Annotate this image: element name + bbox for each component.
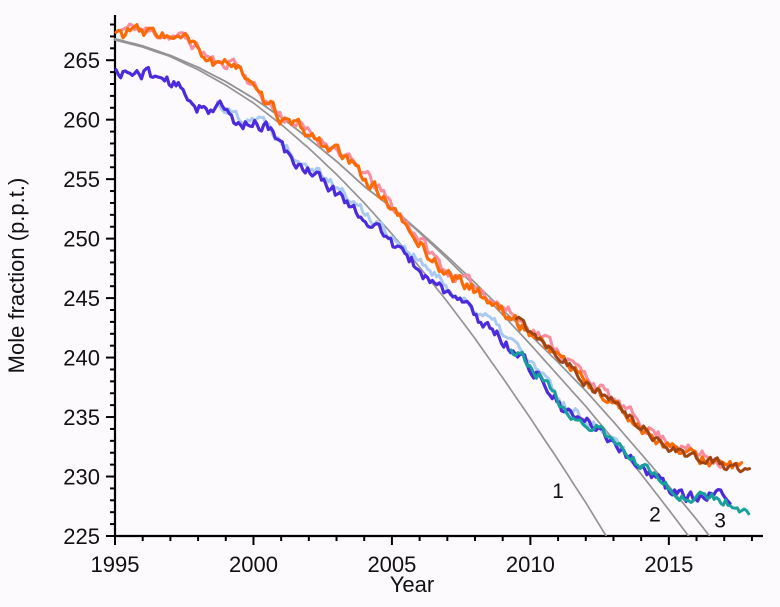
data-series xyxy=(114,22,752,536)
projection-label-2: 2 xyxy=(649,504,661,527)
y-tick-label: 235 xyxy=(63,405,100,430)
y-tick-label: 265 xyxy=(63,48,100,73)
projection-3-line xyxy=(114,37,711,536)
x-axis-title: Year xyxy=(390,572,434,597)
y-tick-label: 260 xyxy=(63,108,100,133)
sh-flask-purple-line xyxy=(114,66,732,506)
x-tick-label: 2010 xyxy=(506,552,555,577)
y-tick-label: 225 xyxy=(63,524,100,549)
nh-flask2-darkred-line xyxy=(515,315,752,474)
sh-flask2-teal-line xyxy=(509,348,751,516)
y-tick-label: 255 xyxy=(63,167,100,192)
y-tick-label: 245 xyxy=(63,286,100,311)
projection-label-1: 1 xyxy=(552,480,564,503)
projection-2-line xyxy=(114,37,690,536)
y-tick-label: 250 xyxy=(63,227,100,252)
projection-1-line xyxy=(114,39,608,536)
x-tick-label: 2005 xyxy=(367,552,416,577)
axes: 225 230 235 240 245 250 255 260 265 1995 2000 2005 2… xyxy=(63,15,763,577)
x-tick-label: 2015 xyxy=(644,552,693,577)
y-tick-label: 240 xyxy=(63,346,100,371)
x-tick-label: 2000 xyxy=(229,552,278,577)
y-tick-label: 230 xyxy=(63,465,100,490)
y-axis-title: Mole fraction (p.p.t.) xyxy=(4,178,29,374)
curve-number-labels: 1 2 3 xyxy=(552,480,726,533)
nh-insitu-pink-line xyxy=(119,22,725,469)
nh-flask-orange-line xyxy=(114,23,744,470)
x-tick-label: 1995 xyxy=(91,552,140,577)
projection-label-3: 3 xyxy=(714,510,726,533)
